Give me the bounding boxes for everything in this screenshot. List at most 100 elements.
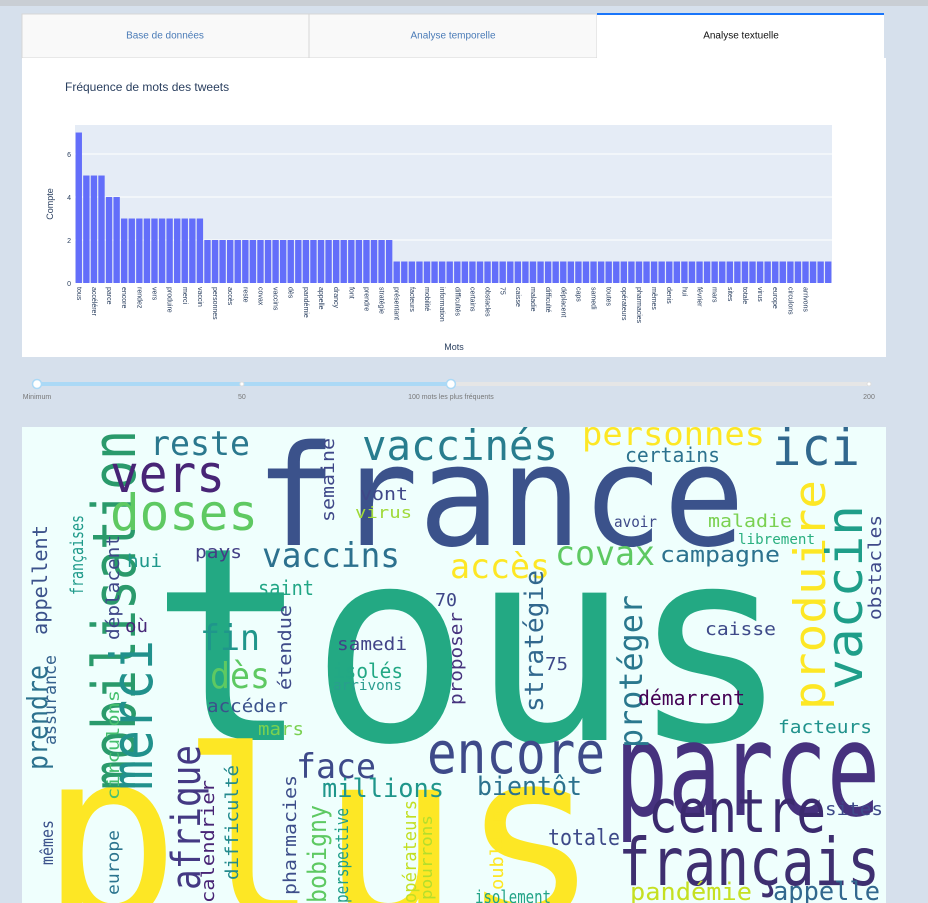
x-tick-label: totale [741, 287, 748, 304]
bar [174, 218, 181, 283]
bar [446, 261, 453, 283]
x-tick-label: caisse [514, 287, 521, 307]
word: vaccins [262, 536, 400, 576]
word: difficulté [222, 765, 243, 880]
tab-label[interactable]: Analyse temporelle [410, 31, 495, 42]
bar [416, 261, 423, 283]
tab[interactable] [21, 13, 310, 59]
bar [507, 261, 514, 283]
bar [287, 240, 294, 283]
word: appellent [28, 525, 52, 635]
bar [370, 240, 378, 283]
x-tick-label: personnes [211, 287, 218, 320]
bar [234, 240, 241, 283]
bar [128, 218, 135, 283]
x-tick-label: arrivons [802, 287, 809, 312]
x-tick-label: produire [166, 287, 173, 313]
bar [772, 261, 779, 283]
word: fin [200, 618, 260, 659]
x-tick-label: difficultés [453, 287, 460, 317]
bar [741, 261, 749, 283]
bar [613, 261, 620, 283]
bar [401, 261, 408, 283]
bar [136, 218, 143, 283]
x-tick-label: maladie [529, 287, 536, 312]
word: isolés [333, 659, 403, 683]
bar [734, 261, 741, 283]
bar [75, 132, 82, 283]
word: obstacles [865, 515, 886, 620]
bar [802, 261, 809, 283]
bar [431, 261, 438, 283]
bar [408, 261, 416, 283]
x-tick-label: vers [150, 287, 157, 301]
bar [764, 261, 771, 283]
slider-mark-label: Minimum [23, 394, 52, 401]
word: prendre [21, 665, 54, 770]
bar [385, 240, 393, 283]
word: centre [648, 777, 826, 847]
tab-active[interactable] [597, 14, 884, 58]
slider-handle[interactable] [31, 378, 43, 390]
bar [787, 261, 794, 283]
slider-handle[interactable] [445, 378, 457, 390]
word: covax [555, 534, 655, 574]
tab-label[interactable]: Base de données [126, 31, 204, 42]
x-tick-label: vaccin [196, 287, 203, 307]
y-axis-label: Compte [45, 188, 55, 220]
word: ici [772, 418, 860, 478]
y-tick-label: 0 [67, 281, 71, 288]
bar [681, 261, 688, 283]
word: face [296, 747, 376, 787]
word: france [255, 416, 745, 579]
bar [189, 218, 196, 283]
word: parce [615, 694, 880, 846]
bar [98, 175, 105, 283]
x-tick-label: février [696, 287, 703, 307]
bar [310, 240, 317, 283]
word: vont [360, 484, 408, 505]
y-tick-label: 2 [67, 238, 71, 245]
word: perspective [332, 808, 353, 903]
bar [264, 240, 272, 283]
x-tick-label: europe [771, 287, 778, 309]
y-tick-label: 6 [67, 152, 71, 159]
bar [650, 261, 658, 283]
bar [242, 240, 249, 283]
bar [476, 261, 484, 283]
word: pandémie [630, 878, 752, 903]
word: accès [450, 547, 550, 587]
slider-mark-label: 100 mots les plus fréquents [408, 394, 494, 401]
bar [378, 240, 385, 283]
tab-label[interactable]: Analyse textuelle [703, 31, 779, 42]
bar [825, 261, 832, 283]
bar [809, 261, 817, 283]
x-tick-label: dès [287, 287, 294, 299]
word: françaises [67, 515, 88, 595]
bar [454, 261, 461, 283]
bar [332, 240, 340, 283]
word: oublions [487, 800, 508, 890]
bar [393, 261, 400, 283]
bar [567, 261, 575, 283]
word: maladie [708, 511, 792, 532]
x-tick-label: reste [241, 287, 248, 303]
bar [711, 261, 718, 283]
word: où [125, 616, 148, 637]
word: pays [195, 542, 242, 563]
word: calendrier [198, 780, 219, 903]
word: merci [98, 640, 166, 790]
tab[interactable] [308, 13, 598, 59]
wordcloud [22, 427, 886, 903]
bar [628, 261, 635, 283]
x-tick-label: tous [75, 287, 82, 301]
x-tick-label: obstacles [484, 287, 491, 317]
bar [529, 261, 537, 283]
word: arrivons [333, 678, 402, 694]
x-tick-label: rendez [135, 287, 142, 309]
bar [688, 261, 696, 283]
x-tick-label: prendre [362, 287, 369, 311]
x-tick-label: pandémie [302, 287, 309, 318]
bar [537, 261, 544, 283]
bar [635, 261, 643, 283]
